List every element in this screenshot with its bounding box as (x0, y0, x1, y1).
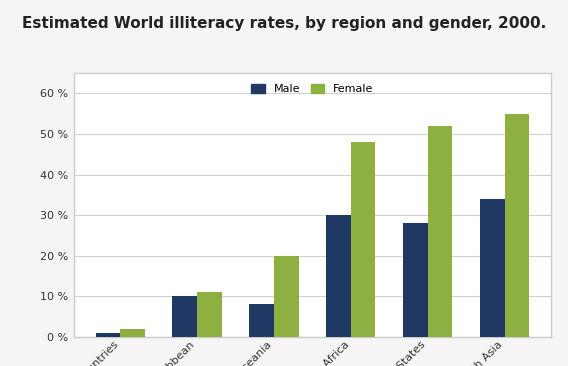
Bar (504, 114, 529, 337)
Legend: Male, Female: Male, Female (245, 79, 379, 100)
Bar (351, 142, 375, 337)
Bar (403, 223, 428, 337)
Text: Estimated World illiteracy rates, by region and gender, 2000.: Estimated World illiteracy rates, by reg… (22, 16, 546, 31)
Bar (326, 215, 351, 337)
Bar (249, 304, 274, 337)
Bar (428, 126, 452, 337)
Bar (480, 199, 504, 337)
Bar (173, 296, 197, 337)
Bar (197, 292, 222, 337)
Bar (274, 255, 299, 337)
Bar (95, 333, 120, 337)
Bar (120, 329, 145, 337)
